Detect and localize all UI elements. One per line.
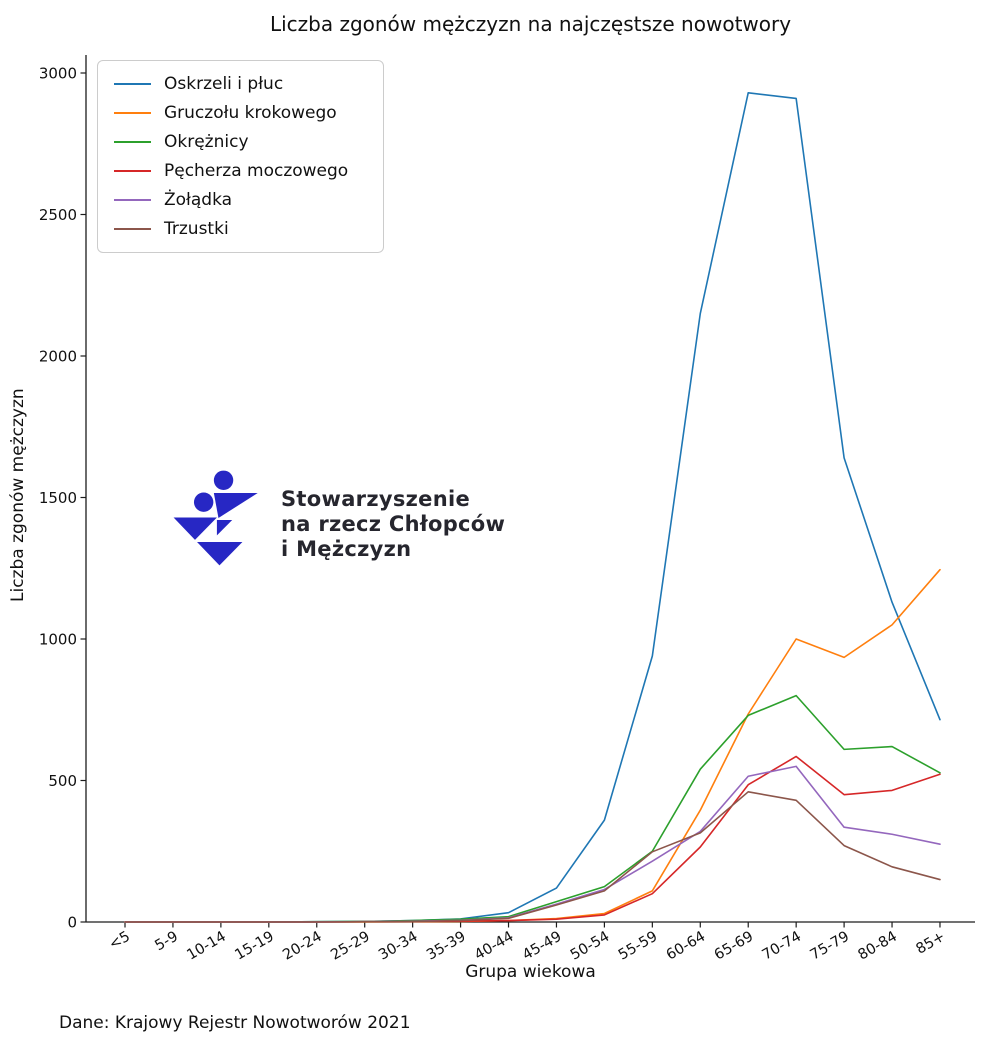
legend-line-swatch bbox=[114, 170, 151, 172]
series-line-okrężnicy bbox=[124, 694, 941, 923]
legend-item: Okrężnicy bbox=[114, 132, 367, 152]
series-line-żołądka bbox=[124, 765, 941, 923]
x-tick-label: 50-54 bbox=[568, 929, 612, 964]
data-source-note: Dane: Krajowy Rejestr Nowotworów 2021 bbox=[59, 1013, 411, 1033]
legend-label: Okrężnicy bbox=[164, 132, 249, 152]
logo-text-line1: Stowarzyszenie bbox=[281, 487, 470, 511]
legend-item: Oskrzeli i płuc bbox=[114, 74, 367, 94]
logo: Stowarzyszenie na rzecz Chłopców i Mężcz… bbox=[170, 467, 505, 569]
x-tick-label: 25-29 bbox=[328, 929, 372, 964]
legend-label: Gruczołu krokowego bbox=[164, 103, 337, 123]
y-tick-label: 0 bbox=[67, 914, 77, 932]
y-tick-label: 1500 bbox=[39, 489, 77, 507]
legend-label: Pęcherza moczowego bbox=[164, 161, 349, 181]
y-tick-label: 500 bbox=[48, 772, 77, 790]
x-tick-label: 55-59 bbox=[616, 929, 660, 964]
x-tick-label: 40-44 bbox=[472, 929, 516, 964]
x-tick-label: 20-24 bbox=[280, 929, 324, 964]
x-tick-label: 60-64 bbox=[664, 929, 708, 964]
series-line-pęcherza-moczowego bbox=[124, 755, 941, 923]
x-tick-label: 75-79 bbox=[808, 929, 852, 964]
y-tick-label: 3000 bbox=[39, 65, 77, 83]
legend-label: Oskrzeli i płuc bbox=[164, 74, 284, 94]
logo-text: Stowarzyszenie na rzecz Chłopców i Mężcz… bbox=[281, 487, 505, 562]
series-line-trzustki bbox=[124, 791, 941, 923]
legend-item: Pęcherza moczowego bbox=[114, 161, 367, 181]
y-tick-label: 1000 bbox=[39, 631, 77, 649]
legend-label: Żołądka bbox=[164, 190, 233, 210]
x-axis-label: Grupa wiekowa bbox=[465, 962, 596, 982]
x-tick-label: 65-69 bbox=[712, 929, 756, 964]
x-tick-label: <5 bbox=[106, 929, 133, 954]
legend-item: Gruczołu krokowego bbox=[114, 103, 367, 123]
y-tick-label: 2000 bbox=[39, 348, 77, 366]
logo-text-line3: i Mężczyzn bbox=[281, 537, 412, 561]
x-tick-label: 30-34 bbox=[376, 929, 420, 964]
association-logo-icon bbox=[173, 470, 258, 566]
legend: Oskrzeli i płuc Gruczołu krokowego Okrężni… bbox=[97, 60, 384, 253]
x-tick-label: 10-14 bbox=[184, 929, 228, 964]
chart-title: Liczba zgonów mężczyzn na najczęstsze no… bbox=[269, 12, 792, 36]
legend-line-swatch bbox=[114, 228, 151, 230]
x-tick-label: 45-49 bbox=[520, 929, 564, 964]
x-tick-label: 70-74 bbox=[760, 929, 804, 964]
legend-item: Trzustki bbox=[114, 219, 367, 239]
legend-line-swatch bbox=[114, 83, 151, 85]
x-tick-label: 15-19 bbox=[232, 929, 276, 964]
legend-line-swatch bbox=[114, 199, 151, 201]
y-axis-label: Liczba zgonów mężczyzn bbox=[8, 388, 28, 602]
x-tick-label: 35-39 bbox=[424, 929, 468, 964]
y-tick-label: 2500 bbox=[39, 206, 77, 224]
x-tick-label: 5-9 bbox=[152, 929, 181, 955]
legend-label: Trzustki bbox=[164, 219, 229, 239]
x-tick-label: 85+ bbox=[913, 929, 948, 958]
legend-item: Żołądka bbox=[114, 190, 367, 210]
legend-line-swatch bbox=[114, 112, 151, 114]
x-tick-label: 80-84 bbox=[856, 929, 900, 964]
series-line-gruczołu-krokowego bbox=[124, 568, 941, 923]
legend-line-swatch bbox=[114, 141, 151, 143]
logo-text-line2: na rzecz Chłopców bbox=[281, 512, 506, 536]
